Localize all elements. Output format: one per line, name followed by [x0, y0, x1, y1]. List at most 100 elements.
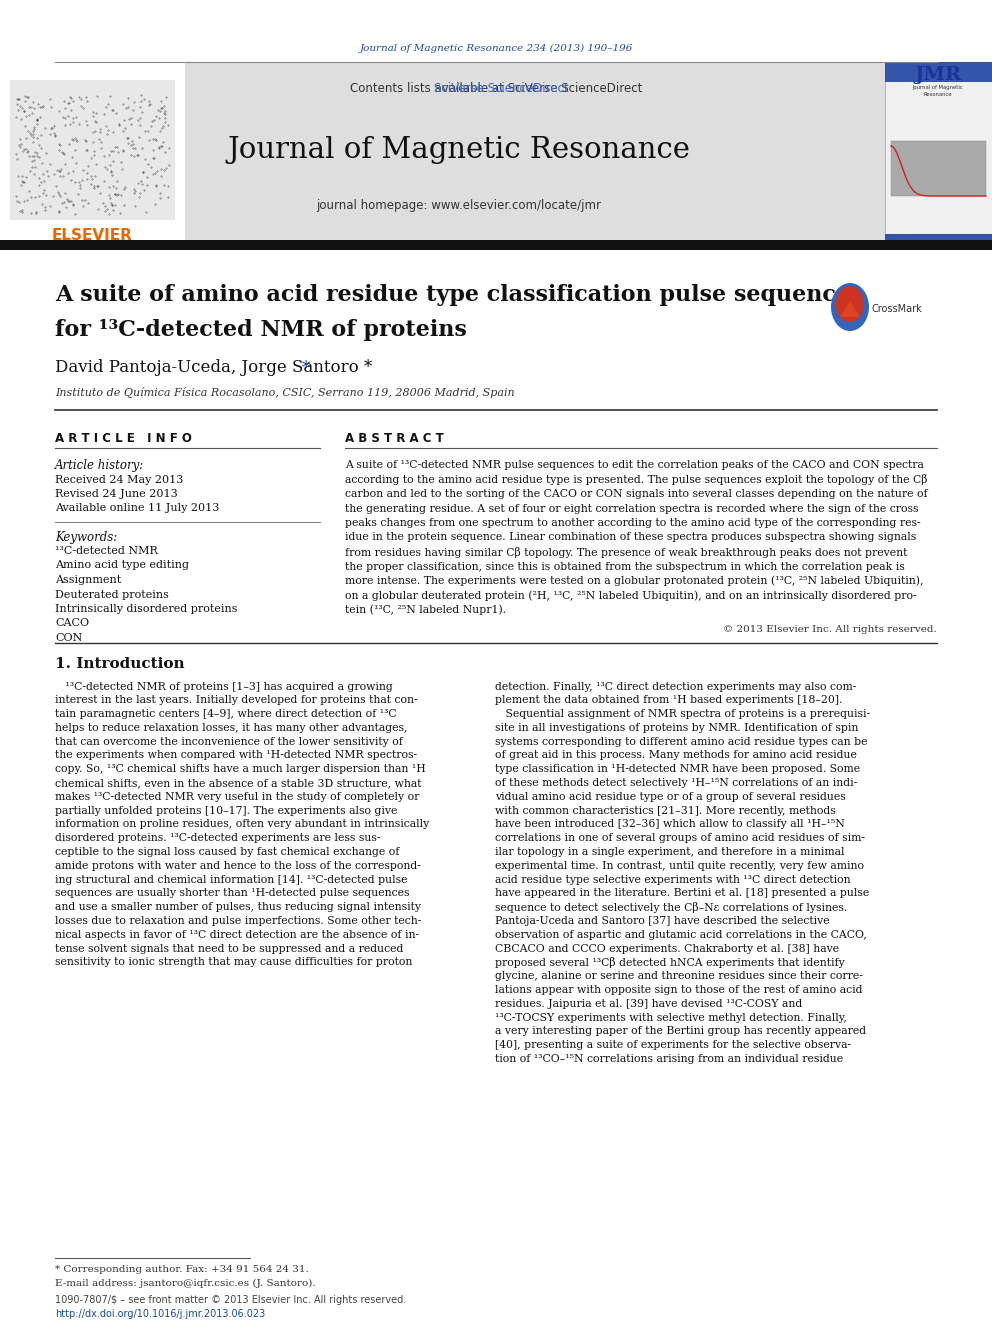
Text: detection. Finally, ¹³C direct detection experiments may also com-: detection. Finally, ¹³C direct detection… — [495, 681, 856, 692]
Bar — [885, 62, 992, 82]
Text: 1090-7807/$ – see front matter © 2013 Elsevier Inc. All rights reserved.: 1090-7807/$ – see front matter © 2013 El… — [55, 1295, 407, 1304]
Ellipse shape — [831, 283, 869, 331]
Text: according to the amino acid residue type is presented. The pulse sequences explo: according to the amino acid residue type… — [345, 474, 928, 486]
Text: *: * — [302, 360, 310, 377]
Text: CACO: CACO — [55, 618, 89, 628]
Text: tain paramagnetic centers [4–9], where direct detection of ¹³C: tain paramagnetic centers [4–9], where d… — [55, 709, 397, 720]
Text: site in all investigations of proteins by NMR. Identification of spin: site in all investigations of proteins b… — [495, 722, 858, 733]
Text: more intense. The experiments were tested on a globular protonated protein (¹³C,: more intense. The experiments were teste… — [345, 576, 924, 586]
Text: peaks changes from one spectrum to another according to the amino acid type of t: peaks changes from one spectrum to anoth… — [345, 519, 921, 528]
Text: amide protons with water and hence to the loss of the correspond-: amide protons with water and hence to th… — [55, 861, 421, 871]
Text: ilar topology in a single experiment, and therefore in a minimal: ilar topology in a single experiment, an… — [495, 847, 844, 857]
Text: makes ¹³C-detected NMR very useful in the study of completely or: makes ¹³C-detected NMR very useful in th… — [55, 792, 420, 802]
Polygon shape — [840, 302, 860, 318]
Text: acid residue type selective experiments with ¹³C direct detection: acid residue type selective experiments … — [495, 875, 850, 885]
Text: the experiments when compared with ¹H-detected NMR spectros-: the experiments when compared with ¹H-de… — [55, 750, 417, 761]
Text: Assignment: Assignment — [55, 576, 121, 585]
Text: Available online 11 July 2013: Available online 11 July 2013 — [55, 503, 219, 513]
Text: proposed several ¹³Cβ detected hNCA experiments that identify: proposed several ¹³Cβ detected hNCA expe… — [495, 957, 845, 968]
Text: glycine, alanine or serine and threonine residues since their corre-: glycine, alanine or serine and threonine… — [495, 971, 863, 982]
Text: ELSEVIER: ELSEVIER — [52, 228, 133, 242]
Text: helps to reduce relaxation losses, it has many other advantages,: helps to reduce relaxation losses, it ha… — [55, 722, 408, 733]
Text: the generating residue. A set of four or eight correlation spectra is recorded w: the generating residue. A set of four or… — [345, 504, 919, 513]
Ellipse shape — [836, 286, 864, 321]
Text: http://dx.doi.org/10.1016/j.jmr.2013.06.023: http://dx.doi.org/10.1016/j.jmr.2013.06.… — [55, 1308, 265, 1319]
Text: [40], presenting a suite of experiments for the selective observa-: [40], presenting a suite of experiments … — [495, 1040, 851, 1050]
Text: Intrinsically disordered proteins: Intrinsically disordered proteins — [55, 605, 237, 614]
Text: Pantoja-Uceda and Santoro [37] have described the selective: Pantoja-Uceda and Santoro [37] have desc… — [495, 916, 829, 926]
Text: on a globular deuterated protein (²H, ¹³C, ²⁵N labeled Ubiquitin), and on an int: on a globular deuterated protein (²H, ¹³… — [345, 590, 917, 601]
Text: plement the data obtained from ¹H based experiments [18–20].: plement the data obtained from ¹H based … — [495, 696, 842, 705]
Bar — [885, 62, 992, 242]
Text: Journal of Magnetic Resonance: Journal of Magnetic Resonance — [227, 136, 690, 164]
Text: of these methods detect selectively ¹H–¹⁵N correlations of an indi-: of these methods detect selectively ¹H–¹… — [495, 778, 857, 789]
Text: the proper classification, since this is obtained from the subspectrum in which : the proper classification, since this is… — [345, 561, 905, 572]
Text: a very interesting paper of the Bertini group has recently appeared: a very interesting paper of the Bertini … — [495, 1027, 866, 1036]
Text: Journal of Magnetic Resonance 234 (2013) 190–196: Journal of Magnetic Resonance 234 (2013)… — [359, 44, 633, 53]
Text: CON: CON — [55, 632, 82, 643]
Text: copy. So, ¹³C chemical shifts have a much larger dispersion than ¹H: copy. So, ¹³C chemical shifts have a muc… — [55, 765, 426, 774]
Text: Instituto de Química Física Rocasolano, CSIC, Serrano 119, 28006 Madrid, Spain: Instituto de Química Física Rocasolano, … — [55, 386, 515, 397]
Text: Received 24 May 2013: Received 24 May 2013 — [55, 475, 184, 486]
Text: A suite of amino acid residue type classification pulse sequences: A suite of amino acid residue type class… — [55, 284, 862, 306]
Text: Journal of Magnetic: Journal of Magnetic — [913, 86, 963, 90]
Text: for ¹³C-detected NMR of proteins: for ¹³C-detected NMR of proteins — [55, 319, 467, 341]
Text: ¹³C-detected NMR of proteins [1–3] has acquired a growing: ¹³C-detected NMR of proteins [1–3] has a… — [55, 681, 393, 692]
Text: E-mail address: jsantoro@iqfr.csic.es (J. Santoro).: E-mail address: jsantoro@iqfr.csic.es (J… — [55, 1278, 315, 1287]
Text: Revised 24 June 2013: Revised 24 June 2013 — [55, 490, 178, 499]
Bar — [891, 142, 986, 196]
Text: © 2013 Elsevier Inc. All rights reserved.: © 2013 Elsevier Inc. All rights reserved… — [723, 624, 937, 634]
Text: ¹³C-detected NMR: ¹³C-detected NMR — [55, 546, 158, 556]
Text: vidual amino acid residue type or of a group of several residues: vidual amino acid residue type or of a g… — [495, 792, 846, 802]
Text: Article history:: Article history: — [55, 459, 144, 471]
Text: Sequential assignment of NMR spectra of proteins is a prerequisi-: Sequential assignment of NMR spectra of … — [495, 709, 870, 720]
Bar — [0, 62, 185, 242]
Text: from residues having similar Cβ topology. The presence of weak breakthrough peak: from residues having similar Cβ topology… — [345, 546, 908, 557]
Text: CrossMark: CrossMark — [872, 304, 923, 314]
Text: 1. Introduction: 1. Introduction — [55, 658, 185, 672]
Text: tion of ¹³CO–¹⁵N correlations arising from an individual residue: tion of ¹³CO–¹⁵N correlations arising fr… — [495, 1054, 843, 1064]
Text: information on proline residues, often very abundant in intrinsically: information on proline residues, often v… — [55, 819, 430, 830]
Text: ¹³C-TOCSY experiments with selective methyl detection. Finally,: ¹³C-TOCSY experiments with selective met… — [495, 1012, 847, 1023]
Bar — [10, 79, 175, 220]
Text: ceptible to the signal loss caused by fast chemical exchange of: ceptible to the signal loss caused by fa… — [55, 847, 400, 857]
Text: chemical shifts, even in the absence of a stable 3D structure, what: chemical shifts, even in the absence of … — [55, 778, 422, 789]
Text: idue in the protein sequence. Linear combination of these spectra produces subsp: idue in the protein sequence. Linear com… — [345, 532, 917, 542]
Text: disordered proteins. ¹³C-detected experiments are less sus-: disordered proteins. ¹³C-detected experi… — [55, 833, 381, 843]
Text: Contents lists available at SciVerse ScienceDirect: Contents lists available at SciVerse Sci… — [350, 82, 642, 94]
Text: lations appear with opposite sign to those of the rest of amino acid: lations appear with opposite sign to tho… — [495, 986, 862, 995]
Text: CBCACO and CCCO experiments. Chakraborty et al. [38] have: CBCACO and CCCO experiments. Chakraborty… — [495, 943, 839, 954]
Text: carbon and led to the sorting of the CACO or CON signals into several classes de: carbon and led to the sorting of the CAC… — [345, 490, 928, 499]
Text: A B S T R A C T: A B S T R A C T — [345, 431, 443, 445]
Text: sequences are usually shorter than ¹H-detected pulse sequences: sequences are usually shorter than ¹H-de… — [55, 889, 410, 898]
Text: have appeared in the literature. Bertini et al. [18] presented a pulse: have appeared in the literature. Bertini… — [495, 889, 869, 898]
Text: observation of aspartic and glutamic acid correlations in the CACO,: observation of aspartic and glutamic aci… — [495, 930, 867, 939]
Text: correlations in one of several groups of amino acid residues of sim-: correlations in one of several groups of… — [495, 833, 865, 843]
Text: sequence to detect selectively the Cβ–Nε correlations of lysines.: sequence to detect selectively the Cβ–Nε… — [495, 902, 847, 913]
Text: losses due to relaxation and pulse imperfections. Some other tech-: losses due to relaxation and pulse imper… — [55, 916, 422, 926]
Text: journal homepage: www.elsevier.com/locate/jmr: journal homepage: www.elsevier.com/locat… — [316, 198, 601, 212]
Text: partially unfolded proteins [10–17]. The experiments also give: partially unfolded proteins [10–17]. The… — [55, 806, 398, 816]
Text: A suite of ¹³C-detected NMR pulse sequences to edit the correlation peaks of the: A suite of ¹³C-detected NMR pulse sequen… — [345, 460, 924, 470]
Text: with common characteristics [21–31]. More recently, methods: with common characteristics [21–31]. Mor… — [495, 806, 835, 816]
Bar — [891, 142, 986, 196]
Text: and use a smaller number of pulses, thus reducing signal intensity: and use a smaller number of pulses, thus… — [55, 902, 421, 913]
Text: that can overcome the inconvenience of the lower sensitivity of: that can overcome the inconvenience of t… — [55, 737, 403, 746]
Text: type classification in ¹H-detected NMR have been proposed. Some: type classification in ¹H-detected NMR h… — [495, 765, 860, 774]
Bar — [0, 239, 992, 250]
Bar — [185, 62, 885, 242]
Text: David Pantoja-Uceda, Jorge Santoro *: David Pantoja-Uceda, Jorge Santoro * — [55, 360, 372, 377]
Text: Resonance: Resonance — [924, 91, 952, 97]
Text: tein (¹³C, ²⁵N labeled Nupr1).: tein (¹³C, ²⁵N labeled Nupr1). — [345, 605, 506, 615]
Text: A R T I C L E   I N F O: A R T I C L E I N F O — [55, 431, 191, 445]
Text: have been introduced [32–36] which allow to classify all ¹H–¹⁵N: have been introduced [32–36] which allow… — [495, 819, 845, 830]
Text: interest in the last years. Initially developed for proteins that con-: interest in the last years. Initially de… — [55, 696, 418, 705]
Text: Deuterated proteins: Deuterated proteins — [55, 590, 169, 599]
Text: JMR: JMR — [915, 66, 961, 83]
Text: * Corresponding author. Fax: +34 91 564 24 31.: * Corresponding author. Fax: +34 91 564 … — [55, 1266, 309, 1274]
Text: Amino acid type editing: Amino acid type editing — [55, 561, 189, 570]
Text: experimental time. In contrast, until quite recently, very few amino: experimental time. In contrast, until qu… — [495, 861, 864, 871]
Text: sensitivity to ionic strength that may cause difficulties for proton: sensitivity to ionic strength that may c… — [55, 958, 413, 967]
Text: ing structural and chemical information [14]. ¹³C-detected pulse: ing structural and chemical information … — [55, 875, 408, 885]
Text: systems corresponding to different amino acid residue types can be: systems corresponding to different amino… — [495, 737, 867, 746]
